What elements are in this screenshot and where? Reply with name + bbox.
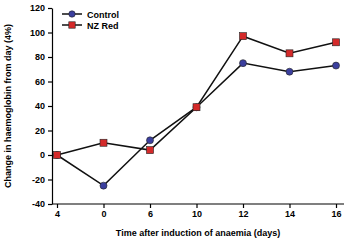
x-tick: 16 (331, 204, 341, 219)
data-point (240, 60, 247, 67)
legend-marker (69, 11, 75, 17)
y-tick-label: 100 (30, 28, 45, 38)
x-tick: 6 (148, 204, 153, 219)
data-point (286, 68, 293, 75)
data-point (54, 152, 61, 159)
y-tick-label: 80 (35, 52, 45, 62)
x-tick: 4 (55, 204, 60, 219)
x-tick-label: 0 (101, 209, 106, 219)
x-tick-mark (196, 204, 197, 208)
y-tick-label: 120 (30, 3, 45, 13)
y-tick-label: 60 (35, 77, 45, 87)
x-tick: 14 (285, 204, 295, 219)
x-tick-label: 14 (285, 209, 295, 219)
series-line (57, 36, 336, 155)
x-tick-mark (150, 204, 151, 208)
data-point (54, 152, 61, 159)
y-tick: 40 (35, 101, 52, 111)
plot-area (54, 33, 340, 189)
y-tick: 80 (35, 52, 52, 62)
chart: -40-2002040608010012040610121416Time aft… (0, 0, 350, 244)
x-tick: 0 (101, 204, 106, 219)
x-axis-title: Time after induction of anaemia (days) (116, 228, 280, 238)
y-tick-mark (48, 32, 52, 33)
y-axis-line (52, 9, 53, 205)
data-point (333, 39, 340, 46)
x-tick: 12 (238, 204, 248, 219)
y-tick-mark (48, 204, 52, 205)
y-tick: 100 (30, 28, 52, 38)
data-point (240, 33, 247, 40)
y-tick-label: 40 (35, 101, 45, 111)
legend-marker (69, 22, 75, 28)
y-tick-mark (48, 81, 52, 82)
data-point (193, 104, 200, 111)
y-tick: 0 (40, 150, 52, 160)
y-tick-mark (48, 106, 52, 107)
x-tick-label: 16 (331, 209, 341, 219)
y-axis: -40 -20 0 20 40 60 80 100 120 (30, 3, 53, 209)
x-tick-label: 10 (192, 209, 202, 219)
x-axis-line (52, 203, 344, 204)
legend-label: NZ Red (87, 21, 119, 31)
x-tick-mark (103, 204, 104, 208)
data-point (147, 137, 154, 144)
legend-label: Control (87, 10, 119, 20)
y-tick-mark (48, 179, 52, 180)
x-tick-mark (243, 204, 244, 208)
y-tick-label: -40 (32, 199, 45, 209)
y-axis-title: Change in haemoglobin from day (4%) (3, 24, 13, 188)
x-tick-label: 12 (238, 209, 248, 219)
data-point (286, 50, 293, 57)
y-tick: 120 (30, 3, 52, 13)
legend: ControlNZ Red (62, 10, 119, 31)
y-tick: -40 (32, 199, 52, 209)
y-tick-mark (48, 8, 52, 9)
data-point (100, 139, 107, 146)
y-tick-mark (48, 155, 52, 156)
y-tick: 20 (35, 126, 52, 136)
data-point (193, 104, 200, 111)
x-tick-label: 4 (55, 209, 60, 219)
y-tick-label: -20 (32, 175, 45, 185)
y-tick-mark (48, 130, 52, 131)
y-tick: 60 (35, 77, 52, 87)
data-point (147, 147, 154, 154)
series-line (57, 63, 336, 186)
x-tick-label: 6 (148, 209, 153, 219)
y-tick-mark (48, 57, 52, 58)
x-tick: 10 (192, 204, 202, 219)
data-point (100, 182, 107, 189)
x-axis: 4 0 6 10 12 14 16 (52, 204, 344, 219)
data-point (333, 62, 340, 69)
y-tick: -20 (32, 175, 52, 185)
y-tick-label: 0 (40, 150, 45, 160)
x-tick-mark (289, 204, 290, 208)
x-tick-mark (336, 204, 337, 208)
x-tick-mark (57, 204, 58, 208)
y-tick-label: 20 (35, 126, 45, 136)
